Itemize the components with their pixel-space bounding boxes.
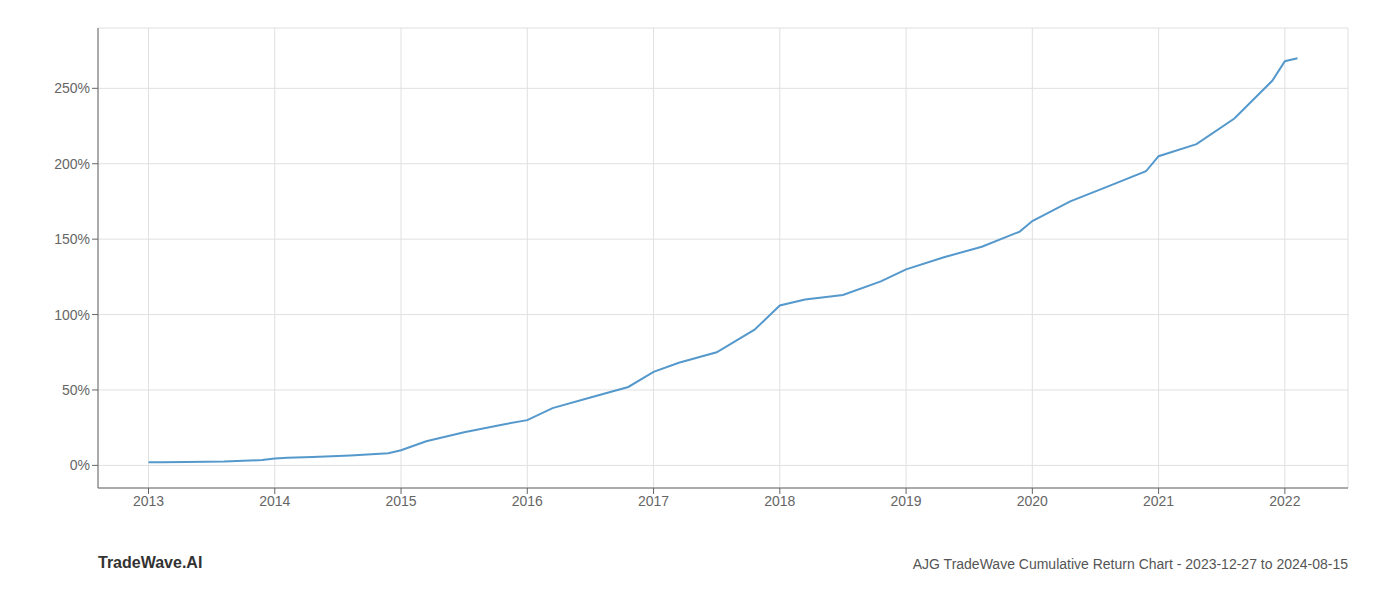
- html-text:AJG TradeWave Cumulative Retur: AJG TradeWave Cumulative Return Chart - …: [912, 556, 1348, 572]
- svg-text:2022: 2022: [1269, 493, 1300, 509]
- svg-text:2017: 2017: [638, 493, 669, 509]
- svg-text:200%: 200%: [54, 156, 90, 172]
- svg-text:2016: 2016: [512, 493, 543, 509]
- svg-text:50%: 50%: [62, 382, 90, 398]
- svg-text:2014: 2014: [259, 493, 290, 509]
- svg-text:2019: 2019: [891, 493, 922, 509]
- html-text:TradeWave.AI: TradeWave.AI: [98, 554, 203, 571]
- svg-text:0%: 0%: [70, 457, 90, 473]
- svg-text:2015: 2015: [385, 493, 416, 509]
- svg-text:100%: 100%: [54, 307, 90, 323]
- svg-text:250%: 250%: [54, 80, 90, 96]
- svg-text:2013: 2013: [133, 493, 164, 509]
- svg-text:2018: 2018: [764, 493, 795, 509]
- svg-text:2020: 2020: [1017, 493, 1048, 509]
- svg-text:2021: 2021: [1143, 493, 1174, 509]
- svg-text:150%: 150%: [54, 231, 90, 247]
